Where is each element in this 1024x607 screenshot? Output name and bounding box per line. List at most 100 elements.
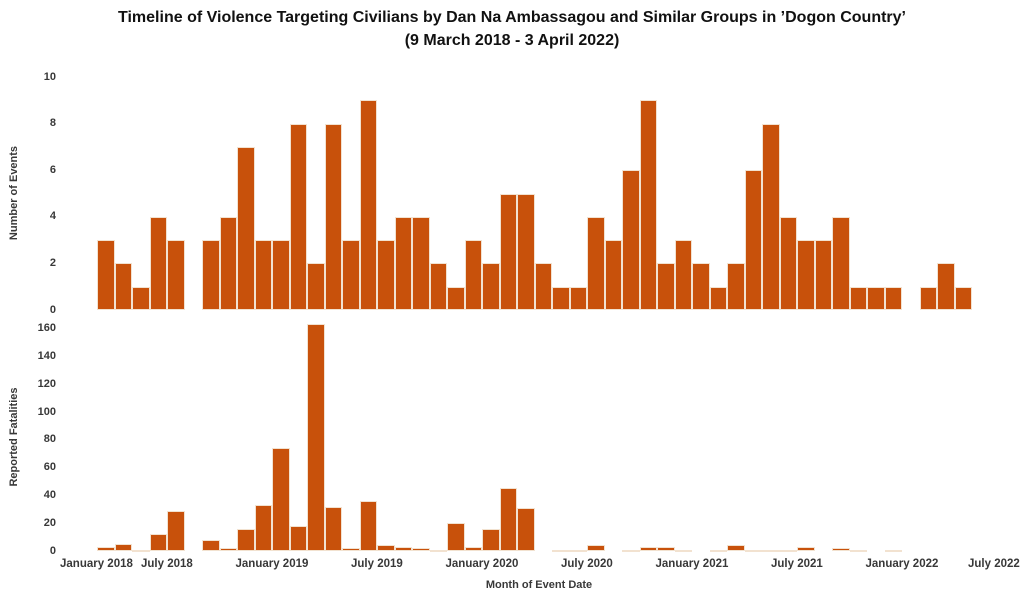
fatalities-bar[interactable] — [394, 546, 412, 551]
events-bar[interactable] — [937, 263, 955, 310]
fatalities-bar[interactable] — [447, 523, 465, 551]
events-bar[interactable] — [219, 216, 237, 310]
events-bar[interactable] — [167, 240, 185, 310]
fatalities-bar[interactable] — [587, 545, 605, 551]
events-bar[interactable] — [779, 216, 797, 310]
fatalities-bar[interactable] — [744, 549, 762, 552]
fatalities-bar[interactable] — [762, 549, 780, 552]
fatalities-bar[interactable] — [639, 546, 657, 551]
fatalities-bar[interactable] — [657, 546, 675, 551]
fatalities-bar[interactable] — [517, 507, 535, 551]
events-bar[interactable] — [342, 240, 360, 310]
x-tick-label: July 2021 — [771, 558, 823, 570]
fatalities-bar[interactable] — [464, 546, 482, 551]
fatalities-bar[interactable] — [272, 448, 290, 551]
events-bar[interactable] — [709, 286, 727, 310]
events-bar[interactable] — [814, 240, 832, 310]
fatalities-bar[interactable] — [202, 539, 220, 551]
events-bar[interactable] — [359, 100, 377, 310]
fatalities-bar[interactable] — [622, 549, 640, 552]
events-bar[interactable] — [762, 123, 780, 310]
x-tick-label: January 2020 — [445, 558, 519, 570]
fatalities-bar[interactable] — [289, 525, 307, 551]
fatalities-bar[interactable] — [97, 546, 115, 551]
fatalities-bar[interactable] — [499, 488, 517, 551]
fatalities-bar[interactable] — [342, 548, 360, 551]
y-tick-label: 0 — [49, 303, 56, 316]
events-bar[interactable] — [849, 286, 867, 310]
fatalities-bar[interactable] — [324, 506, 342, 551]
fatalities-bar[interactable] — [149, 534, 167, 551]
events-bar[interactable] — [622, 170, 640, 310]
events-bar[interactable] — [499, 193, 517, 310]
events-bar[interactable] — [674, 240, 692, 310]
fatalities-bar[interactable] — [552, 549, 570, 552]
events-bar[interactable] — [447, 286, 465, 310]
events-bar[interactable] — [237, 146, 255, 310]
events-bar[interactable] — [639, 100, 657, 310]
y-tick-label: 2 — [49, 256, 56, 269]
events-bar[interactable] — [324, 123, 342, 310]
events-bar[interactable] — [587, 216, 605, 310]
events-bar[interactable] — [534, 263, 552, 310]
events-bar[interactable] — [429, 263, 447, 310]
fatalities-bar[interactable] — [132, 549, 150, 552]
events-bar[interactable] — [482, 263, 500, 310]
fatalities-bar[interactable] — [884, 549, 902, 552]
events-bar[interactable] — [202, 240, 220, 310]
fatalities-bar[interactable] — [219, 548, 237, 551]
events-bar[interactable] — [307, 263, 325, 310]
events-bar[interactable] — [132, 286, 150, 310]
events-bar[interactable] — [552, 286, 570, 310]
y-axis-title-number-of-events: Number of Events — [8, 145, 20, 241]
events-bar[interactable] — [97, 240, 115, 310]
events-bar[interactable] — [114, 263, 132, 310]
events-bar[interactable] — [692, 263, 710, 310]
events-bar[interactable] — [954, 286, 972, 310]
events-bar[interactable] — [149, 216, 167, 310]
fatalities-bar[interactable] — [482, 528, 500, 551]
events-bar[interactable] — [797, 240, 815, 310]
fatalities-bar[interactable] — [254, 505, 272, 551]
events-bar[interactable] — [867, 286, 885, 310]
events-bar[interactable] — [254, 240, 272, 310]
fatalities-bar[interactable] — [114, 544, 132, 551]
fatalities-bar[interactable] — [797, 546, 815, 551]
fatalities-bar[interactable] — [377, 545, 395, 551]
events-bar[interactable] — [884, 286, 902, 310]
fatalities-bar[interactable] — [167, 510, 185, 551]
x-tick-label: January 2021 — [655, 558, 729, 570]
fatalities-bar[interactable] — [359, 500, 377, 551]
events-bar[interactable] — [569, 286, 587, 310]
fatalities-bar[interactable] — [307, 324, 325, 551]
x-tick-label: July 2018 — [141, 558, 193, 570]
events-bar[interactable] — [517, 193, 535, 310]
fatalities-bar[interactable] — [569, 549, 587, 552]
events-bar[interactable] — [919, 286, 937, 310]
events-bar[interactable] — [832, 216, 850, 310]
events-bar[interactable] — [412, 216, 430, 310]
events-bar[interactable] — [394, 216, 412, 310]
events-bar[interactable] — [377, 240, 395, 310]
events-bar[interactable] — [727, 263, 745, 310]
events-bar[interactable] — [464, 240, 482, 310]
x-tick-label: January 2019 — [235, 558, 309, 570]
fatalities-bar[interactable] — [237, 528, 255, 551]
events-bar[interactable] — [272, 240, 290, 310]
fatalities-bar[interactable] — [412, 548, 430, 551]
events-bar[interactable] — [289, 123, 307, 310]
fatalities-bar[interactable] — [709, 549, 727, 552]
x-tick-label: January 2022 — [865, 558, 939, 570]
fatalities-bar[interactable] — [674, 549, 692, 552]
fatalities-bar[interactable] — [832, 548, 850, 551]
fatalities-bar[interactable] — [429, 549, 447, 552]
events-bar[interactable] — [657, 263, 675, 310]
events-bar[interactable] — [604, 240, 622, 310]
fatalities-bar[interactable] — [849, 549, 867, 552]
fatalities-bar[interactable] — [727, 545, 745, 551]
events-bar[interactable] — [744, 170, 762, 310]
fatalities-bar[interactable] — [779, 549, 797, 552]
chart-title: Timeline of Violence Targeting Civilians… — [0, 6, 1024, 52]
